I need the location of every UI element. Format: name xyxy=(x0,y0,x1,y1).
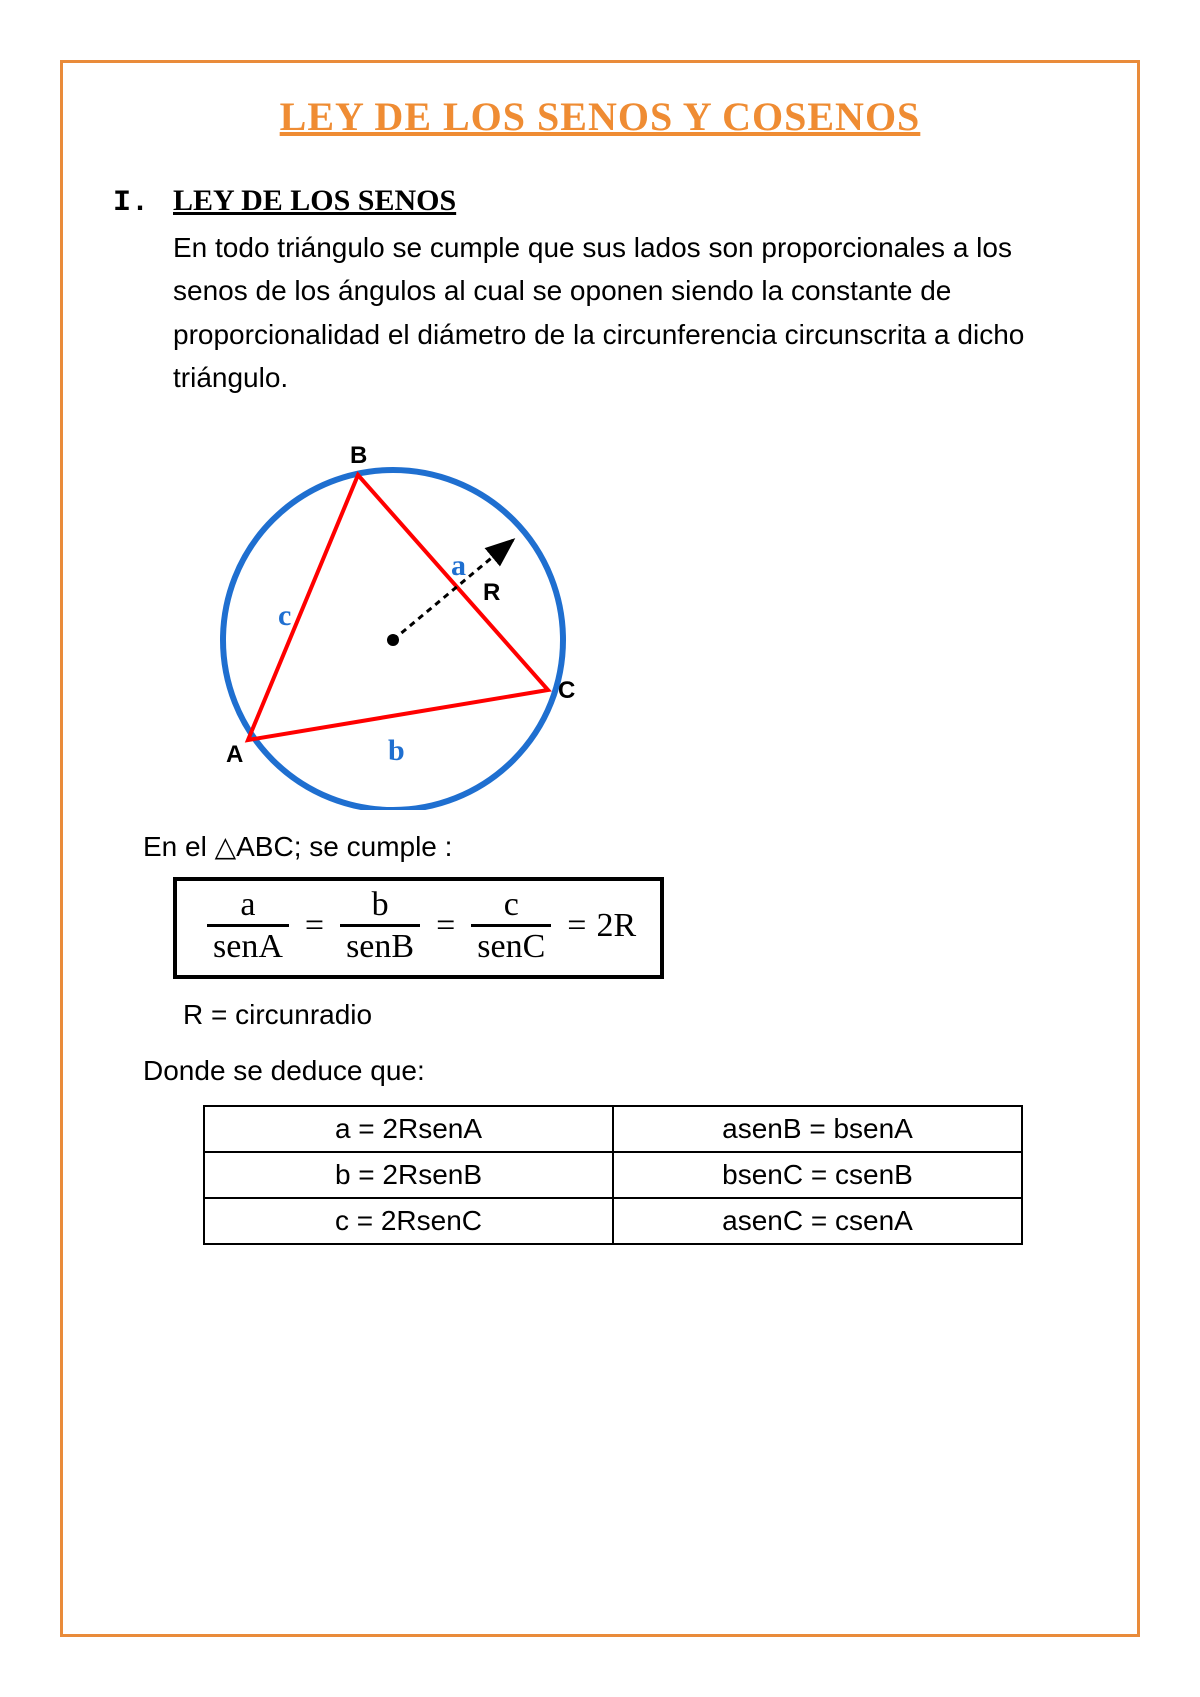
section-paragraph: En todo triángulo se cumple que sus lado… xyxy=(173,226,1087,400)
section-number: I. xyxy=(113,186,173,220)
formula-content: a senA = b senB = c senC = 2R xyxy=(201,887,636,965)
law-of-sines-formula: a senA = b senB = c senC = 2R xyxy=(173,877,664,979)
equals-sign: = xyxy=(567,907,586,945)
relation-cell: b = 2RsenB xyxy=(204,1152,613,1198)
fraction-c: c senC xyxy=(471,887,551,965)
diagram-caption: En el △ABC; se cumple : xyxy=(143,830,1087,863)
table-row: a = 2RsenA asenB = bsenA xyxy=(204,1106,1022,1152)
formula-rhs: 2R xyxy=(596,907,636,945)
relation-cell: a = 2RsenA xyxy=(204,1106,613,1152)
deduce-text: Donde se deduce que: xyxy=(143,1055,1087,1087)
side-label-b: b xyxy=(388,734,405,767)
relation-cell: bsenC = csenB xyxy=(613,1152,1022,1198)
diagram-container: A B Ca b c R xyxy=(173,430,1087,810)
circumradius-note: R = circunradio xyxy=(183,999,1087,1031)
triangle xyxy=(248,475,548,740)
relation-cell: asenC = csenA xyxy=(613,1198,1022,1244)
table-row: b = 2RsenB bsenC = csenB xyxy=(204,1152,1022,1198)
relations-table: a = 2RsenA asenB = bsenA b = 2RsenB bsen… xyxy=(203,1105,1023,1245)
side-label-c: c xyxy=(278,599,291,632)
section-header: I. LEY DE LOS SENOS xyxy=(113,184,1087,220)
circumscribed-triangle-diagram: A B Ca b c R xyxy=(173,430,633,810)
equals-sign: = xyxy=(305,907,324,945)
fraction-a: a senA xyxy=(207,887,289,965)
fraction-b: b senB xyxy=(340,887,420,965)
vertex-label-C: C xyxy=(558,677,575,704)
content-frame: LEY DE LOS SENOS Y COSENOS I. LEY DE LOS… xyxy=(60,60,1140,1637)
vertex-label-A: A xyxy=(226,741,243,768)
side-label-a: a xyxy=(451,549,466,582)
page-title: LEY DE LOS SENOS Y COSENOS xyxy=(113,93,1087,140)
equals-sign: = xyxy=(436,907,455,945)
page: LEY DE LOS SENOS Y COSENOS I. LEY DE LOS… xyxy=(0,0,1200,1697)
radius-label: R xyxy=(483,579,500,606)
vertex-label-B: B xyxy=(350,442,367,469)
table-row: c = 2RsenC asenC = csenA xyxy=(204,1198,1022,1244)
relation-cell: asenB = bsenA xyxy=(613,1106,1022,1152)
relation-cell: c = 2RsenC xyxy=(204,1198,613,1244)
section-heading: LEY DE LOS SENOS xyxy=(173,184,456,218)
